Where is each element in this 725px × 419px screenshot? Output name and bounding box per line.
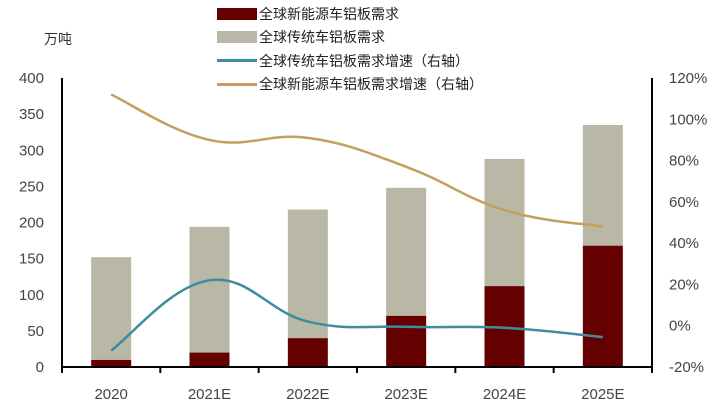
x-tick-label: 2020	[94, 386, 127, 403]
y-tick-label: 300	[19, 142, 44, 159]
legend-item-traditional-demand: 全球传统车铝板需求	[217, 26, 483, 50]
y-tick-label: 150	[19, 251, 44, 268]
right-y-tick-label: 80%	[669, 153, 699, 170]
x-tick-label: 2023E	[384, 386, 427, 403]
bar-series	[91, 124, 623, 367]
bar-segment	[189, 226, 230, 353]
line-series	[110, 93, 604, 352]
bar-segment	[582, 245, 623, 367]
legend-label: 全球传统车铝板需求增速（右轴）	[259, 53, 469, 70]
x-tick-label: 2025E	[581, 386, 624, 403]
y-tick-label: 0	[36, 359, 44, 376]
bar-segment	[91, 257, 132, 360]
legend-label: 全球传统车铝板需求	[259, 30, 385, 47]
chart-axes: 2020 2021E 2022E 2023E 2024E 2025E 0 50 100 150 20…	[19, 70, 707, 403]
y-tick-label: 400	[19, 70, 44, 87]
y-tick-label: 50	[27, 323, 44, 340]
legend-item-nev-growth: 全球新能源车铝板需求增速（右轴）	[217, 73, 483, 97]
legend-swatch-nev-growth	[217, 82, 257, 86]
right-y-tick-label: 20%	[669, 276, 699, 293]
bar-segment	[287, 338, 328, 367]
left-axis-unit-label: 万吨	[44, 32, 72, 48]
legend-label: 全球新能源车铝板需求增速（右轴）	[259, 77, 483, 94]
legend-label: 全球新能源车铝板需求	[259, 6, 399, 23]
bar-segment	[91, 359, 132, 367]
right-y-tick-label: 60%	[669, 194, 699, 211]
right-y-tick-label: 0%	[669, 318, 691, 335]
legend-swatch-traditional-growth	[217, 59, 257, 63]
growth-line	[110, 278, 603, 352]
right-y-tick-label: -20%	[669, 359, 704, 376]
bar-segment	[386, 187, 427, 316]
right-y-tick-label: 40%	[669, 235, 699, 252]
chart-legend: 全球新能源车铝板需求 全球传统车铝板需求 全球传统车铝板需求增速（右轴） 全球新…	[217, 2, 483, 96]
right-y-tick-label: 120%	[669, 70, 707, 87]
y-tick-label: 250	[19, 178, 44, 195]
legend-item-nev-demand: 全球新能源车铝板需求	[217, 2, 483, 26]
y-tick-label: 100	[19, 287, 44, 304]
bar-segment	[582, 124, 623, 246]
bar-segment	[484, 158, 525, 287]
x-tick-label: 2024E	[483, 386, 526, 403]
legend-item-traditional-growth: 全球传统车铝板需求增速（右轴）	[217, 49, 483, 73]
bar-segment	[287, 209, 328, 339]
y-tick-label: 200	[19, 215, 44, 232]
legend-swatch-traditional-demand	[217, 31, 257, 44]
growth-line	[110, 93, 604, 228]
x-tick-label: 2021E	[188, 386, 231, 403]
right-y-tick-label: 100%	[669, 111, 707, 128]
bar-segment	[189, 352, 230, 367]
y-tick-label: 350	[19, 106, 44, 123]
legend-swatch-nev-demand	[217, 7, 257, 20]
x-tick-label: 2022E	[286, 386, 329, 403]
bar-segment	[386, 315, 427, 367]
